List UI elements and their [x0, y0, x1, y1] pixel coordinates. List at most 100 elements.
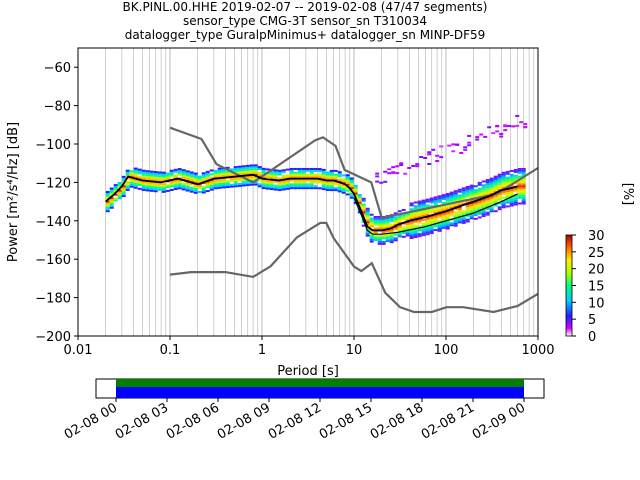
pdf-cell	[305, 179, 310, 182]
pdf-cell	[117, 195, 122, 198]
pdf-cell	[217, 173, 222, 176]
pdf-cell	[479, 133, 484, 136]
pdf-cell	[441, 217, 446, 220]
pdf-cell	[373, 219, 378, 222]
pdf-cell	[425, 223, 430, 226]
pdf-cell	[333, 175, 338, 178]
pdf-cell	[441, 224, 446, 227]
pdf-cell	[125, 188, 130, 191]
pdf-cell	[285, 187, 290, 190]
pdf-cell	[501, 173, 506, 176]
pdf-cell	[451, 143, 456, 146]
pdf-cell	[485, 180, 490, 183]
pdf-cell	[517, 191, 522, 193]
y-axis-ticks: −60 −80 −100 −120 −140 −160 −180 −200	[35, 61, 78, 345]
pdf-cell	[421, 232, 426, 235]
pdf-cell	[417, 221, 422, 224]
pdf-cell	[105, 208, 110, 211]
pdf-cell	[437, 206, 442, 209]
pdf-cell	[293, 183, 298, 186]
pdf-cell	[395, 172, 400, 175]
pdf-cell	[421, 218, 426, 221]
pdf-cell	[425, 217, 430, 220]
pdf-cell	[517, 185, 522, 188]
pdf-cell	[161, 188, 166, 191]
pdf-cell	[197, 179, 202, 182]
pdf-cell	[517, 175, 522, 178]
pdf-cell	[173, 180, 178, 183]
pdf-cell	[361, 199, 366, 202]
pdf-cell	[365, 219, 370, 222]
pdf-cell	[465, 209, 470, 212]
pdf-cell	[401, 226, 406, 229]
pdf-cell	[301, 173, 306, 176]
pdf-cell	[201, 178, 206, 181]
pdf-cell	[501, 196, 506, 199]
pdf-cell	[521, 196, 526, 199]
pdf-cell	[457, 188, 462, 191]
pdf-cell	[161, 190, 166, 193]
pdf-cell	[209, 182, 214, 185]
pdf-cell	[469, 205, 474, 208]
pdf-cell	[169, 169, 174, 172]
pdf-cell	[453, 192, 458, 195]
pdf-cell	[249, 166, 254, 169]
pdf-cell	[181, 186, 186, 189]
pdf-cell	[157, 184, 162, 187]
pdf-cell	[521, 187, 526, 190]
pdf-cell	[237, 184, 242, 187]
pdf-cell	[449, 210, 454, 213]
pdf-cell	[349, 196, 354, 199]
pdf-cell	[409, 227, 414, 230]
pdf-cell	[145, 187, 150, 190]
pdf-cell	[391, 171, 396, 174]
pdf-cell	[497, 179, 502, 182]
pdf-cell	[289, 173, 294, 176]
pdf-cell	[241, 169, 246, 172]
pdf-cell	[293, 173, 298, 176]
pdf-cell	[189, 177, 194, 180]
pdf-cell	[233, 166, 238, 169]
pdf-cell	[105, 206, 110, 209]
pdf-cell	[497, 202, 502, 205]
pdf-cell	[217, 182, 222, 185]
pdf-cell	[205, 184, 210, 187]
pdf-cell	[329, 187, 334, 190]
pdf-cell	[349, 179, 354, 182]
pdf-cell	[145, 181, 150, 184]
pdf-cell	[161, 177, 166, 180]
pdf-cell	[205, 170, 210, 173]
pdf-cell	[513, 168, 518, 171]
pdf-cell	[497, 206, 502, 209]
pdf-cell	[173, 182, 178, 185]
pdf-cell	[381, 221, 386, 224]
pdf-cell	[501, 202, 506, 205]
pdf-cell	[237, 171, 242, 174]
pdf-cell	[265, 185, 270, 188]
pdf-cell	[281, 169, 286, 172]
pdf-cell	[473, 214, 478, 217]
pdf-cell	[277, 177, 282, 180]
pdf-cell	[261, 183, 266, 186]
pdf-cell	[397, 235, 402, 238]
pdf-cell	[285, 168, 290, 171]
pdf-cell	[217, 184, 222, 187]
pdf-cell	[485, 207, 490, 210]
pdf-cell	[509, 175, 514, 178]
pdf-cell	[445, 225, 450, 228]
pdf-cell	[473, 191, 478, 193]
pdf-cell	[493, 196, 498, 199]
pdf-cell	[157, 175, 162, 178]
pdf-cell	[449, 191, 454, 194]
pdf-cell	[437, 214, 442, 217]
pdf-cell	[329, 177, 334, 180]
pdf-cell	[353, 186, 358, 189]
pdf-cell	[325, 171, 330, 174]
pdf-cell	[305, 173, 310, 176]
pdf-cell	[377, 242, 382, 245]
pdf-cell	[169, 175, 174, 178]
pdf-cell	[165, 178, 170, 181]
pdf-cell	[381, 237, 386, 240]
pdf-cell	[437, 229, 442, 232]
pdf-cell	[429, 218, 434, 221]
